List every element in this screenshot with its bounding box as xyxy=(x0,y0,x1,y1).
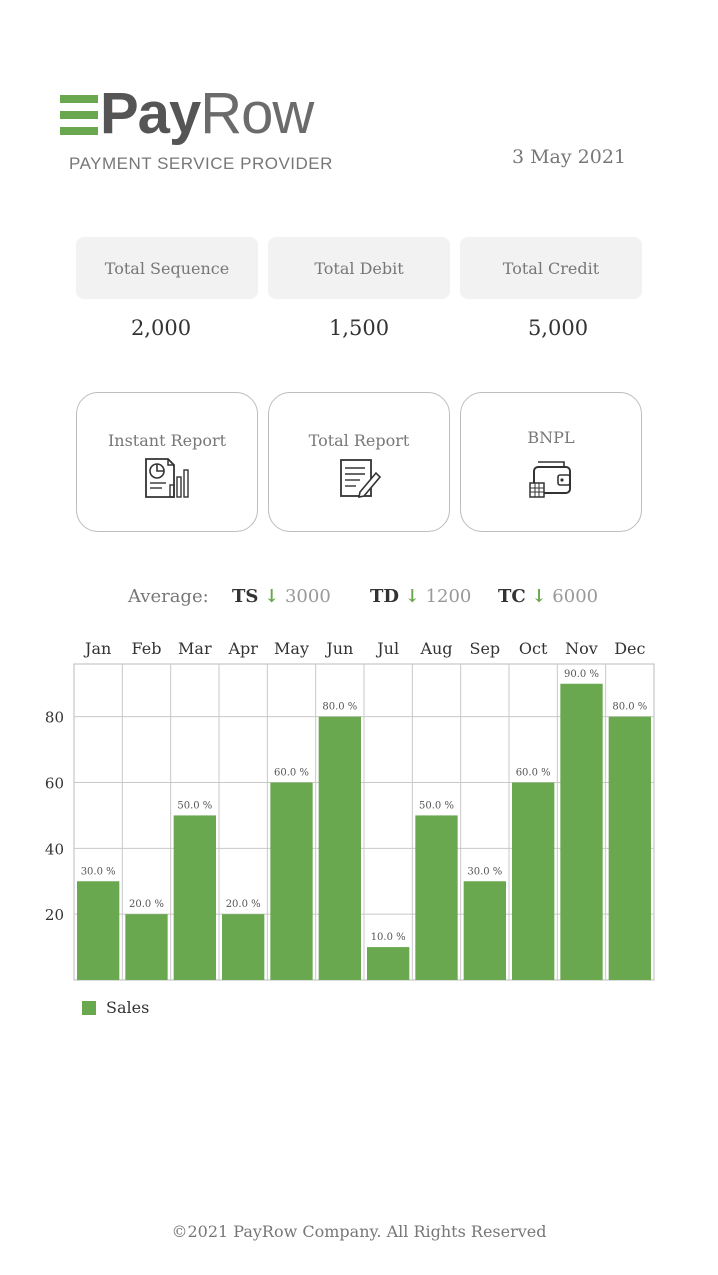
average-td-key: TD xyxy=(370,586,400,607)
bar-dec xyxy=(608,716,651,980)
legend-swatch xyxy=(82,1000,96,1015)
bar-oct xyxy=(512,782,555,980)
total-report-label: Total Report xyxy=(308,431,410,450)
x-category-label: May xyxy=(274,639,309,658)
data-label: 50.0 % xyxy=(177,800,212,811)
data-label: 30.0 % xyxy=(81,866,116,877)
x-category-label: Nov xyxy=(565,639,598,658)
down-arrow-icon: ↓ xyxy=(264,586,280,607)
y-tick-label: 20 xyxy=(45,906,64,924)
total-sequence-value: 2,000 xyxy=(130,316,192,340)
bar-nov xyxy=(560,683,603,980)
chart-legend: Sales xyxy=(82,998,149,1017)
x-category-label: Sep xyxy=(469,639,500,658)
x-category-label: Jun xyxy=(324,639,353,658)
logo-tagline: PAYMENT SERVICE PROVIDER xyxy=(69,154,333,173)
bar-mar xyxy=(173,815,216,980)
average-tc: TC ↓ 6000 xyxy=(498,586,598,607)
average-label: Average: xyxy=(128,586,209,607)
bnpl-button[interactable]: BNPL xyxy=(460,392,642,532)
legend-sales-label: Sales xyxy=(106,998,150,1017)
data-label: 30.0 % xyxy=(467,866,502,877)
document-edit-icon xyxy=(340,459,382,499)
sales-bar-chart: 20 40 60 80 30.0 % Jan 20.0 % Feb 50.0 % Mar 20.0 … xyxy=(45,639,655,981)
total-sequence-card: Total Sequence xyxy=(76,237,258,299)
x-category-label: Jan xyxy=(83,639,111,658)
report-chart-icon xyxy=(145,458,189,498)
instant-report-label: Instant Report xyxy=(107,431,227,450)
bar-may xyxy=(270,782,313,980)
x-category-label: Dec xyxy=(614,639,645,658)
data-label: 60.0 % xyxy=(516,768,551,779)
instant-report-button[interactable]: Instant Report xyxy=(76,392,258,532)
y-tick-label: 80 xyxy=(45,709,64,727)
footer-copyright: ©2021 PayRow Company. All Rights Reserve… xyxy=(171,1222,547,1241)
bar-apr xyxy=(222,914,265,980)
down-arrow-icon: ↓ xyxy=(404,586,420,607)
average-ts: TS ↓ 3000 xyxy=(232,586,331,607)
x-category-label: Mar xyxy=(178,639,212,658)
logo-row: Row xyxy=(200,81,314,146)
data-label: 20.0 % xyxy=(226,899,261,910)
x-category-label: Feb xyxy=(132,639,162,658)
average-td: TD ↓ 1200 xyxy=(370,586,471,607)
total-sequence-label: Total Sequence xyxy=(104,258,230,278)
data-label: 90.0 % xyxy=(564,669,599,680)
y-tick-label: 40 xyxy=(45,840,64,858)
data-label: 80.0 % xyxy=(612,702,647,713)
y-tick-label: 60 xyxy=(45,775,64,793)
total-report-button[interactable]: Total Report xyxy=(268,392,450,532)
total-credit-value: 5,000 xyxy=(527,316,589,340)
average-td-value: 1200 xyxy=(425,586,472,607)
data-label: 60.0 % xyxy=(274,768,309,779)
logo-wordmark: PayRow xyxy=(100,81,314,146)
current-date: 3 May 2021 xyxy=(511,146,626,168)
data-label: 50.0 % xyxy=(419,800,454,811)
x-category-label: Apr xyxy=(227,639,258,658)
bar-feb xyxy=(125,914,168,980)
average-ts-key: TS xyxy=(232,586,259,607)
bar-jun xyxy=(318,716,361,980)
logo-pay: Pay xyxy=(100,81,201,146)
average-tc-value: 6000 xyxy=(552,586,599,607)
wallet-icon xyxy=(529,461,571,498)
bar-jul xyxy=(367,947,410,980)
x-category-label: Aug xyxy=(419,639,452,658)
total-credit-label: Total Credit xyxy=(502,258,600,278)
average-tc-key: TC xyxy=(498,586,526,607)
total-debit-label: Total Debit xyxy=(314,258,404,278)
bar-sep xyxy=(463,881,506,980)
total-credit-card: Total Credit xyxy=(460,237,642,299)
data-label: 20.0 % xyxy=(129,899,164,910)
x-category-label: Jul xyxy=(375,639,399,658)
logo-mark xyxy=(60,95,98,135)
total-debit-card: Total Debit xyxy=(268,237,450,299)
bar-jan xyxy=(77,881,120,980)
data-label: 10.0 % xyxy=(371,932,406,943)
data-label: 80.0 % xyxy=(322,702,357,713)
total-debit-value: 1,500 xyxy=(328,316,390,340)
down-arrow-icon: ↓ xyxy=(531,586,547,607)
bar-aug xyxy=(415,815,458,980)
payrow-logo: PayRow PAYMENT SERVICE PROVIDER xyxy=(60,84,360,178)
x-category-label: Oct xyxy=(519,639,548,658)
bnpl-label: BNPL xyxy=(527,428,575,447)
average-ts-value: 3000 xyxy=(284,586,331,607)
